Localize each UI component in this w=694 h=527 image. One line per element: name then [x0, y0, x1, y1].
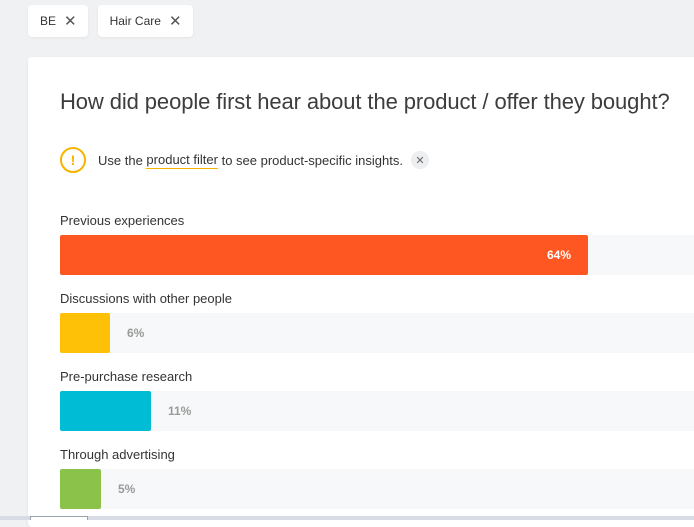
answer-bar[interactable] [60, 235, 588, 275]
answer-bar[interactable] [60, 313, 110, 353]
bar-track: 64% [60, 235, 694, 275]
answer-row: Previous experiences 64% [60, 212, 694, 275]
close-icon[interactable]: ✕ [169, 14, 182, 29]
bar-track: 5% [60, 469, 694, 509]
filter-chip-be[interactable]: BE ✕ [28, 5, 88, 37]
filter-chip-hair-care[interactable]: Hair Care ✕ [98, 5, 193, 37]
filter-chip-label: Hair Care [110, 14, 161, 28]
close-icon[interactable]: ✕ [411, 151, 429, 169]
answer-label: Discussions with other people [60, 290, 694, 308]
bar-track: 6% [60, 313, 694, 353]
answer-percentage: 64% [547, 235, 571, 275]
warning-icon: ! [60, 147, 86, 173]
bar-track: 11% [60, 391, 694, 431]
notice-prefix: Use the [98, 153, 146, 168]
answer-bar[interactable] [60, 469, 101, 509]
bottom-tab[interactable] [30, 516, 88, 520]
answer-label: Through advertising [60, 446, 694, 464]
filter-chips: BE ✕ Hair Care ✕ [28, 5, 193, 37]
bottom-scrollbar[interactable] [0, 516, 694, 520]
filter-chip-label: BE [40, 14, 56, 28]
answer-label: Previous experiences [60, 212, 694, 230]
question-card: How did people first hear about the prod… [28, 57, 694, 527]
product-filter-link[interactable]: product filter [146, 152, 218, 169]
answer-percentage: 5% [118, 469, 135, 509]
answer-percentage: 6% [127, 313, 144, 353]
product-filter-notice: ! Use the product filter to see product-… [60, 147, 429, 173]
answer-row: Pre-purchase research 11% [60, 368, 694, 431]
answer-bar[interactable] [60, 391, 151, 431]
close-icon[interactable]: ✕ [64, 14, 77, 29]
answer-row: Through advertising 5% [60, 446, 694, 509]
notice-suffix: to see product-specific insights. [218, 153, 403, 168]
answer-percentage: 11% [168, 391, 191, 431]
question-title: How did people first hear about the prod… [60, 89, 670, 115]
answer-row: Discussions with other people 6% [60, 290, 694, 353]
answer-label: Pre-purchase research [60, 368, 694, 386]
